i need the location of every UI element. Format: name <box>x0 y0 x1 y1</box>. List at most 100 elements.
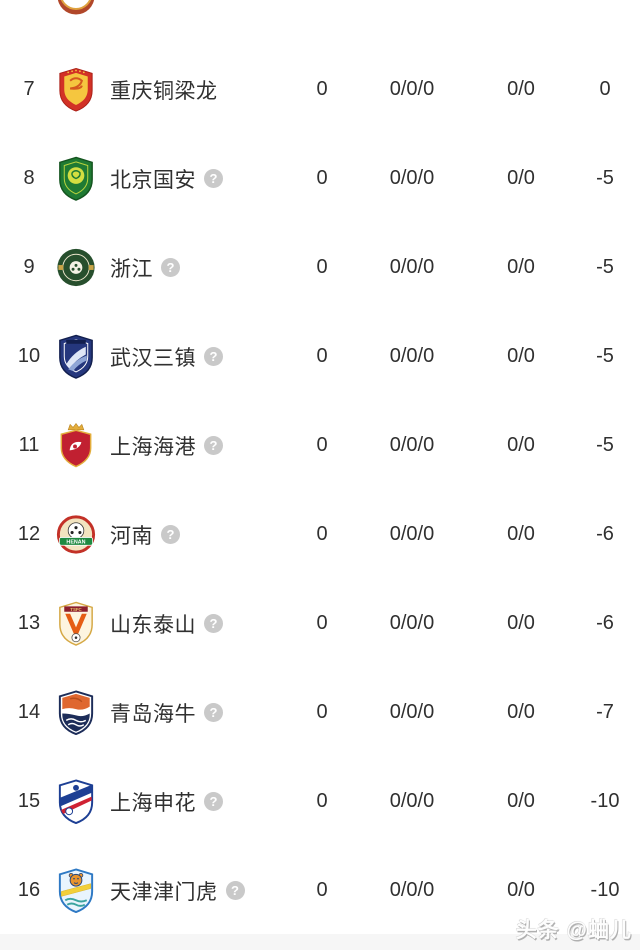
table-row[interactable]: 10 武汉三镇 ? 0 0/0/0 0/0 -5 <box>0 312 640 401</box>
svg-text:HENAN: HENAN <box>66 540 85 546</box>
team-name-cell: 武汉三镇 ? <box>100 342 292 372</box>
points-cell: 0 <box>316 256 328 278</box>
team-name: 上海海港 <box>110 435 196 459</box>
help-icon[interactable]: ? <box>204 169 223 188</box>
goals-cell: 0/0 <box>507 167 535 189</box>
tianjin-jinmen-tiger-badge-icon <box>52 868 100 913</box>
goal-diff-cell: 0 <box>599 78 611 100</box>
goal-diff-cell: -10 <box>590 790 620 812</box>
goals-cell: 0/0 <box>507 701 535 723</box>
points-cell: 0 <box>316 167 328 189</box>
qingdao-hainiu-badge-icon <box>52 690 100 735</box>
table-row[interactable]: 14 青岛海牛 ? 0 0/0/0 0/0 -7 <box>0 668 640 757</box>
table-row[interactable]: 16 天津津门虎 ? 0 0/0/0 0/0 -10 <box>0 846 640 935</box>
team-name: 北京国安 <box>110 168 196 192</box>
record-cell: 0/0/0 <box>389 701 435 723</box>
table-row[interactable]: 15 上海申花 ? 0 0/0/0 0/0 -10 <box>0 757 640 846</box>
points-cell: 0 <box>316 612 328 634</box>
table-row[interactable]: 13 TSFC 山东泰山 ? 0 0/0/0 0/0 -6 <box>0 579 640 668</box>
help-icon[interactable]: ? <box>204 347 223 366</box>
team-name-cell: 浙江 ? <box>100 253 292 283</box>
help-icon[interactable]: ? <box>161 258 180 277</box>
rank-cell: 9 <box>23 256 35 278</box>
rank6-partial-badge-icon <box>56 0 96 18</box>
svg-text:TSFC: TSFC <box>70 607 82 612</box>
goals-cell: 0/0 <box>507 790 535 812</box>
table-row[interactable]: 12 HENAN 河南 ? 0 0/0/0 0/0 -6 <box>0 490 640 579</box>
table-row[interactable]: 7 重庆铜梁龙 0 0/0/0 0/0 0 <box>0 45 640 134</box>
rank-cell: 12 <box>17 523 41 545</box>
rank-cell: 14 <box>17 701 41 723</box>
wuhan-three-towns-badge-icon <box>52 334 100 379</box>
team-name-cell: 上海海港 ? <box>100 431 292 461</box>
help-icon[interactable]: ? <box>161 525 180 544</box>
beijing-guoan-badge-icon <box>52 156 100 201</box>
watermark: 头条 @蛐儿 <box>516 914 632 944</box>
points-cell: 0 <box>316 78 328 100</box>
rank-cell: 8 <box>23 167 35 189</box>
record-cell: 0/0/0 <box>389 78 435 100</box>
points-cell: 0 <box>316 879 328 901</box>
goals-cell: 0/0 <box>507 78 535 100</box>
record-cell: 0/0/0 <box>389 345 435 367</box>
rank-cell: 11 <box>18 434 40 456</box>
goal-diff-cell: -6 <box>596 612 614 634</box>
shanghai-port-badge-icon <box>52 423 100 468</box>
record-cell: 0/0/0 <box>389 167 435 189</box>
goals-cell: 0/0 <box>507 879 535 901</box>
goals-cell: 0/0 <box>507 523 535 545</box>
table-row[interactable]: 11 上海海港 ? 0 0/0/0 0/0 -5 <box>0 401 640 490</box>
team-name-cell: 北京国安 ? <box>100 164 292 194</box>
rank-cell: 7 <box>23 78 35 100</box>
table-row[interactable]: 8 北京国安 ? 0 0/0/0 0/0 -5 <box>0 134 640 223</box>
shandong-taishan-badge-icon: TSFC <box>52 601 100 646</box>
points-cell: 0 <box>316 523 328 545</box>
henan-badge-icon: HENAN <box>52 512 100 557</box>
goals-cell: 0/0 <box>507 256 535 278</box>
goal-diff-cell: -10 <box>590 879 620 901</box>
team-name-cell: 青岛海牛 ? <box>100 698 292 728</box>
record-cell: 0/0/0 <box>389 879 435 901</box>
standings-table: 7 重庆铜梁龙 0 0/0/0 0/0 0 8 北京国安 ? 0 0/0/0 0… <box>0 45 640 935</box>
zhejiang-badge-icon <box>52 245 100 290</box>
goal-diff-cell: -5 <box>596 167 614 189</box>
footer-strip <box>0 934 640 950</box>
goal-diff-cell: -6 <box>596 523 614 545</box>
points-cell: 0 <box>316 701 328 723</box>
team-name: 上海申花 <box>110 791 196 815</box>
shanghai-shenhua-badge-icon <box>52 779 100 824</box>
help-icon[interactable]: ? <box>225 881 245 900</box>
goal-diff-cell: -5 <box>596 256 614 278</box>
team-name: 重庆铜梁龙 <box>110 79 218 103</box>
team-name-cell: 河南 ? <box>100 520 292 550</box>
team-name-cell: 重庆铜梁龙 <box>100 75 292 105</box>
team-name: 浙江 <box>110 257 153 281</box>
team-name-cell: 天津津门虎 ? <box>100 876 292 906</box>
watermark-text: 头条 @蛐儿 <box>515 919 632 942</box>
record-cell: 0/0/0 <box>389 523 435 545</box>
table-row[interactable]: 9 浙江 ? 0 0/0/0 0/0 -5 <box>0 223 640 312</box>
team-name: 武汉三镇 <box>110 346 196 370</box>
goals-cell: 0/0 <box>507 345 535 367</box>
rank-cell: 10 <box>17 345 41 367</box>
help-icon[interactable]: ? <box>204 703 223 722</box>
chongqing-tongliang-long-badge-icon <box>52 67 100 112</box>
team-name: 山东泰山 <box>110 613 196 637</box>
goal-diff-cell: -7 <box>596 701 614 723</box>
goal-diff-cell: -5 <box>596 345 614 367</box>
record-cell: 0/0/0 <box>389 434 435 456</box>
points-cell: 0 <box>316 345 328 367</box>
goals-cell: 0/0 <box>507 434 535 456</box>
help-icon[interactable]: ? <box>204 792 223 811</box>
help-icon[interactable]: ? <box>204 614 223 633</box>
record-cell: 0/0/0 <box>389 256 435 278</box>
rank-cell: 15 <box>17 790 41 812</box>
team-name: 天津津门虎 <box>110 880 218 904</box>
help-icon[interactable]: ? <box>204 436 223 455</box>
team-name-cell: 山东泰山 ? <box>100 609 292 639</box>
record-cell: 0/0/0 <box>389 612 435 634</box>
goals-cell: 0/0 <box>507 612 535 634</box>
goal-diff-cell: -5 <box>596 434 614 456</box>
rank-cell: 16 <box>17 879 41 901</box>
